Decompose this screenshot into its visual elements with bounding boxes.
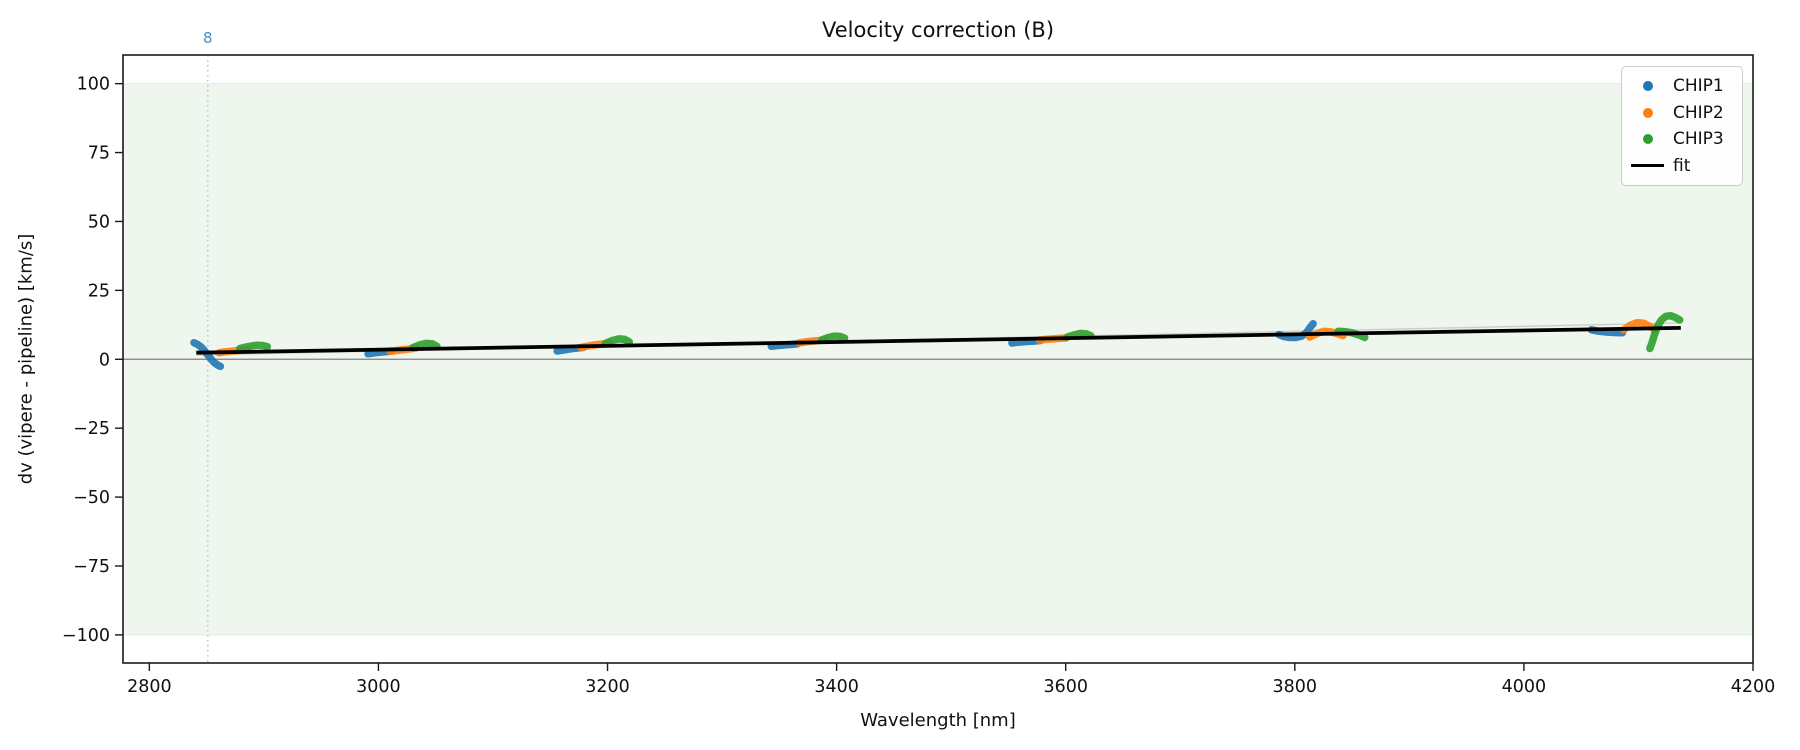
y-tick-label: 0 xyxy=(99,350,110,370)
x-tick-label: 4200 xyxy=(1731,677,1776,697)
x-tick-label: 3200 xyxy=(585,677,630,697)
x-tick-label: 3800 xyxy=(1273,677,1318,697)
series-chip3-segment xyxy=(601,335,634,348)
x-tick-label: 3600 xyxy=(1043,677,1088,697)
x-tick-label: 2800 xyxy=(127,677,172,697)
y-tick-label: 75 xyxy=(88,144,110,164)
x-axis-label: Wavelength [nm] xyxy=(860,710,1016,731)
series-chip3-segment xyxy=(817,332,849,344)
x-tick-label: 3000 xyxy=(356,677,401,697)
legend-dot-icon xyxy=(1631,134,1664,145)
legend-label: CHIP3 xyxy=(1673,129,1724,150)
legend-item-chip2: CHIP2 xyxy=(1622,100,1742,127)
series-chip1-segment xyxy=(190,338,225,371)
series-chip3-segment xyxy=(236,341,272,353)
x-tick-label: 3400 xyxy=(814,677,859,697)
chart-title: Velocity correction (B) xyxy=(821,18,1055,42)
series-chip3-segment xyxy=(1063,329,1095,341)
y-axis-label: dv (vipere - pipeline) [km/s] xyxy=(15,233,37,485)
series-chip3-segment xyxy=(409,339,441,352)
y-tick-label: −75 xyxy=(73,557,110,577)
legend-line-icon xyxy=(1631,164,1664,168)
y-tick-label: −25 xyxy=(73,419,110,439)
y-tick-label: 50 xyxy=(88,212,110,232)
y-tick-label: −100 xyxy=(62,626,110,646)
x-tick-label: 4000 xyxy=(1502,677,1547,697)
series-chip3-segment xyxy=(1646,311,1684,353)
legend: CHIP1 CHIP2 CHIP3 fit xyxy=(1621,66,1743,186)
legend-dot-icon xyxy=(1631,81,1664,92)
legend-label: fit xyxy=(1673,155,1691,176)
legend-item-chip3: CHIP3 xyxy=(1622,126,1742,153)
vline-annotation: 8 xyxy=(202,29,213,47)
fit-line xyxy=(196,326,1681,355)
y-tick-label: 100 xyxy=(77,75,110,95)
series-chip1-segment xyxy=(1275,319,1317,342)
legend-item-chip1: CHIP1 xyxy=(1622,73,1742,100)
legend-label: CHIP2 xyxy=(1673,102,1724,123)
legend-dot-icon xyxy=(1631,107,1664,118)
legend-label: CHIP1 xyxy=(1673,76,1724,97)
y-tick-label: 25 xyxy=(88,281,110,301)
legend-item-fit: fit xyxy=(1622,153,1742,180)
y-tick-label: −50 xyxy=(73,488,110,508)
